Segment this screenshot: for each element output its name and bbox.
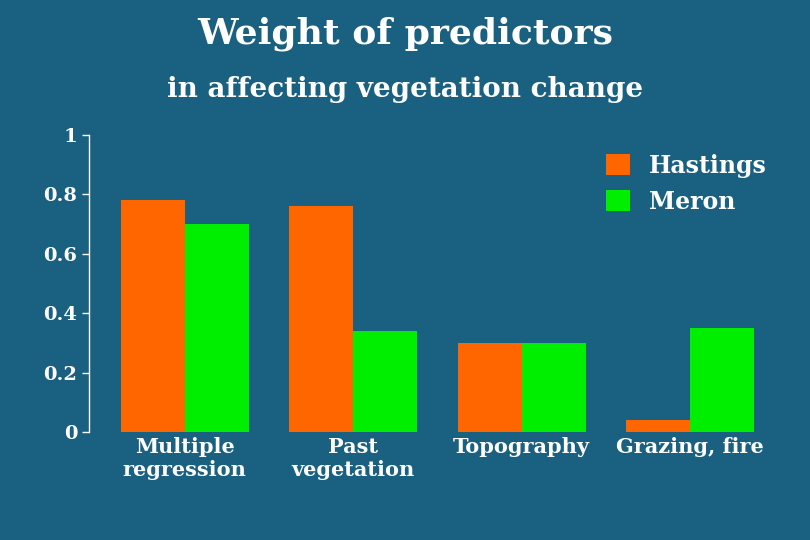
Bar [121, 200, 185, 432]
Bar [522, 343, 586, 432]
Bar [289, 206, 353, 432]
Bar [458, 343, 522, 432]
Bar [353, 331, 417, 432]
Bar [690, 328, 754, 432]
Bar [626, 420, 690, 432]
Legend: Hastings, Meron: Hastings, Meron [599, 147, 774, 221]
Text: Weight of predictors: Weight of predictors [197, 16, 613, 51]
Bar [185, 224, 249, 432]
Text: in affecting vegetation change: in affecting vegetation change [167, 76, 643, 103]
